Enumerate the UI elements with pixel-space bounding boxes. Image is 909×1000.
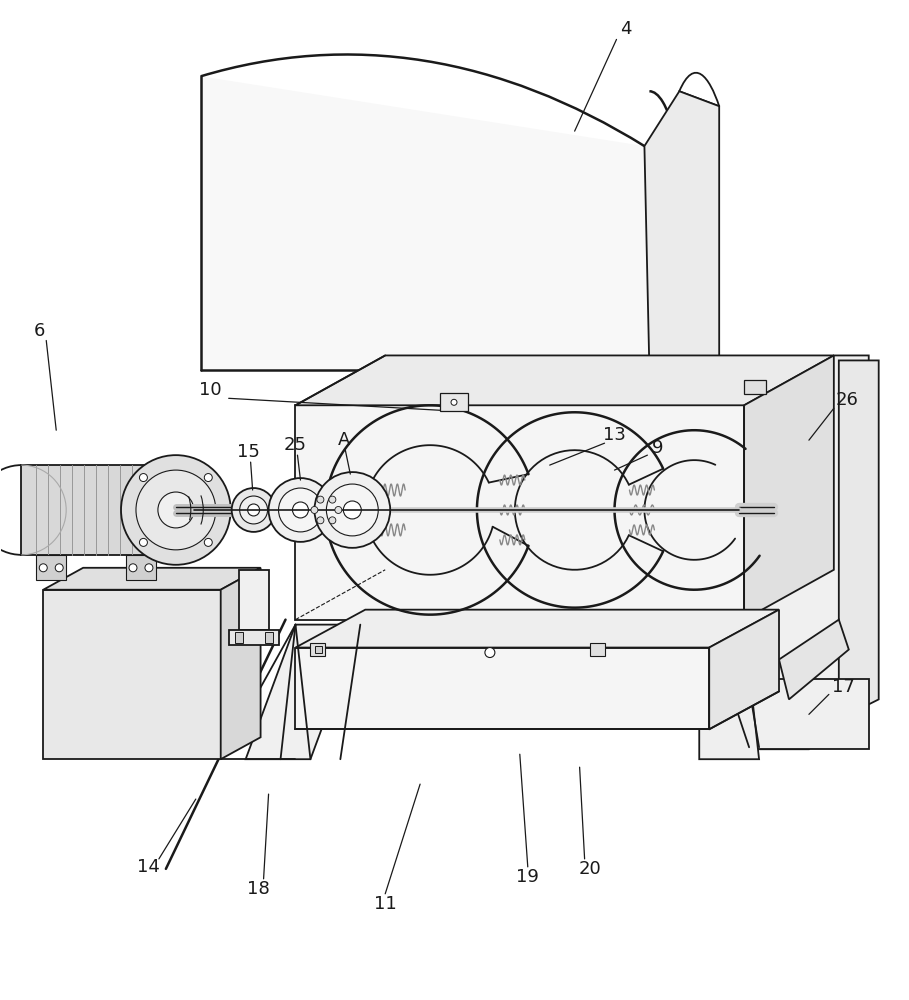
Circle shape — [136, 470, 215, 550]
Polygon shape — [245, 625, 360, 759]
Polygon shape — [239, 570, 268, 630]
Polygon shape — [295, 648, 709, 729]
Circle shape — [139, 474, 147, 482]
Polygon shape — [644, 91, 719, 385]
Polygon shape — [126, 555, 156, 580]
Polygon shape — [36, 555, 66, 580]
Circle shape — [268, 478, 333, 542]
Circle shape — [484, 648, 494, 658]
Polygon shape — [44, 568, 261, 590]
Circle shape — [55, 564, 64, 572]
Circle shape — [205, 474, 213, 482]
Polygon shape — [739, 355, 869, 749]
Polygon shape — [699, 625, 759, 759]
Polygon shape — [229, 630, 278, 645]
Polygon shape — [744, 380, 766, 394]
Circle shape — [129, 564, 137, 572]
Polygon shape — [44, 590, 221, 759]
Circle shape — [344, 501, 361, 519]
Circle shape — [451, 399, 457, 405]
Polygon shape — [749, 679, 869, 749]
Text: 13: 13 — [603, 426, 626, 444]
Polygon shape — [295, 610, 779, 648]
Circle shape — [145, 564, 153, 572]
Polygon shape — [265, 632, 273, 643]
Polygon shape — [779, 620, 849, 699]
Circle shape — [278, 488, 323, 532]
Polygon shape — [709, 610, 779, 729]
Text: 4: 4 — [620, 20, 631, 38]
Text: 6: 6 — [34, 322, 45, 340]
Text: 15: 15 — [237, 443, 260, 461]
Circle shape — [315, 472, 390, 548]
Polygon shape — [311, 643, 325, 656]
Circle shape — [232, 488, 275, 532]
Text: 26: 26 — [835, 391, 858, 409]
Circle shape — [240, 496, 267, 524]
Polygon shape — [221, 568, 261, 759]
Text: 18: 18 — [247, 880, 270, 898]
Text: 20: 20 — [578, 860, 601, 878]
Text: 19: 19 — [516, 868, 539, 886]
Text: 25: 25 — [284, 436, 307, 454]
Circle shape — [335, 506, 342, 513]
Circle shape — [205, 538, 213, 546]
Polygon shape — [440, 393, 468, 411]
Circle shape — [39, 564, 47, 572]
Polygon shape — [315, 646, 323, 653]
Text: 17: 17 — [833, 678, 855, 696]
Circle shape — [121, 455, 231, 565]
Circle shape — [311, 506, 318, 513]
Polygon shape — [201, 76, 719, 385]
Circle shape — [329, 517, 335, 524]
Circle shape — [293, 502, 308, 518]
Polygon shape — [295, 355, 834, 405]
Text: 14: 14 — [137, 858, 160, 876]
Polygon shape — [590, 643, 604, 656]
Polygon shape — [744, 355, 834, 620]
Circle shape — [247, 504, 260, 516]
Polygon shape — [21, 465, 175, 555]
Text: 11: 11 — [374, 895, 396, 913]
Circle shape — [139, 538, 147, 546]
Circle shape — [329, 496, 335, 503]
Polygon shape — [839, 360, 879, 719]
Circle shape — [326, 484, 378, 536]
Polygon shape — [235, 632, 243, 643]
Text: A: A — [338, 431, 351, 449]
Circle shape — [158, 492, 194, 528]
Circle shape — [317, 496, 324, 503]
Circle shape — [317, 517, 324, 524]
Polygon shape — [295, 405, 744, 620]
Text: 10: 10 — [199, 381, 222, 399]
Text: 9: 9 — [652, 439, 664, 457]
